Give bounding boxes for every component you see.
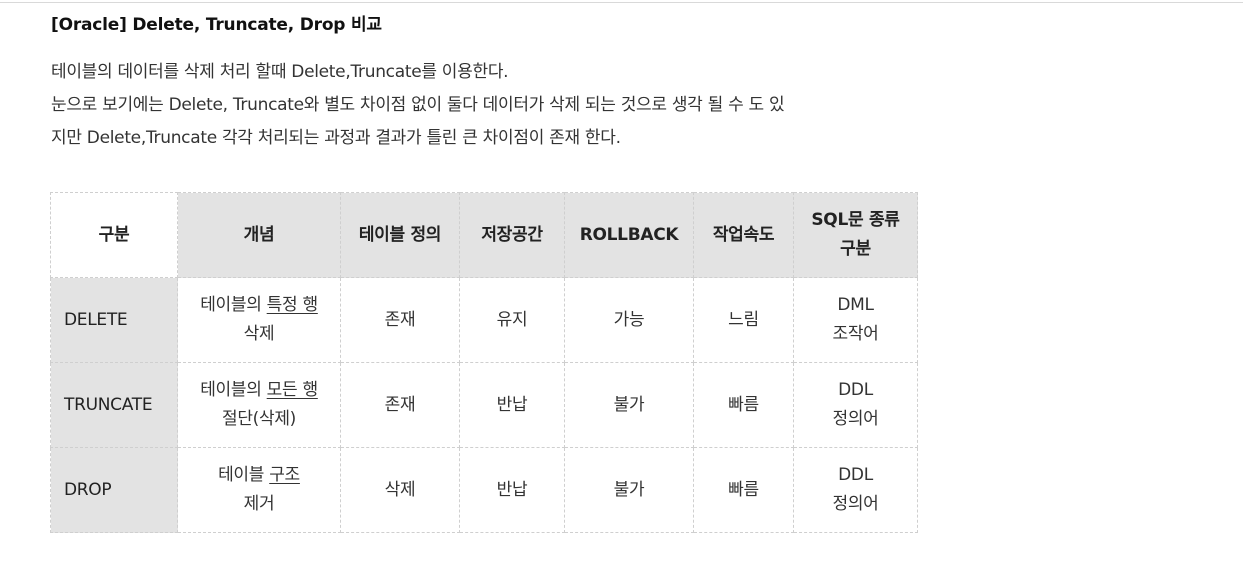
table-row: TRUNCATE 테이블의 모든 행 절단(삭제) 존재 반납 불가 빠름 DD…	[50, 362, 918, 448]
table-definition-cell: 존재	[340, 362, 460, 448]
comparison-table: 구분 개념 테이블 정의 저장공간 ROLLBACK 작업속도 SQL문 종류 …	[50, 192, 918, 533]
header-speed: 작업속도	[693, 192, 794, 278]
concept-line1: 테이블 구조	[184, 461, 334, 490]
header-storage: 저장공간	[459, 192, 565, 278]
rollback-cell: 불가	[564, 447, 694, 533]
sql-type: DML	[837, 295, 874, 315]
concept-line2: 삭제	[243, 324, 275, 344]
header-sql-type-line1: SQL문 종류	[811, 210, 900, 230]
concept-prefix: 테이블의	[200, 380, 267, 400]
sql-type-desc: 조작어	[832, 324, 879, 344]
row-name-drop: DROP	[50, 447, 178, 533]
sql-type-cell: DDL 정의어	[793, 362, 918, 448]
row-name-delete: DELETE	[50, 277, 178, 363]
sql-type-desc: 정의어	[832, 409, 879, 429]
table-row: DROP 테이블 구조 제거 삭제 반납 불가 빠름 DDL 정의어	[50, 447, 918, 533]
top-divider	[0, 2, 1243, 3]
header-rollback: ROLLBACK	[564, 192, 694, 278]
header-table-definition: 테이블 정의	[340, 192, 460, 278]
concept-cell: 테이블의 모든 행 절단(삭제)	[177, 362, 341, 448]
concept-underlined: 모든 행	[266, 380, 318, 400]
storage-cell: 반납	[459, 362, 565, 448]
header-sql-type-line2: 구분	[840, 239, 871, 259]
rollback-cell: 가능	[564, 277, 694, 363]
concept-underlined: 특정 행	[266, 295, 318, 315]
post-title: [Oracle] Delete, Truncate, Drop 비교	[51, 15, 382, 35]
header-sql-type: SQL문 종류 구분	[793, 192, 918, 278]
speed-cell: 느림	[693, 277, 794, 363]
speed-cell: 빠름	[693, 362, 794, 448]
concept-line1: 테이블의 특정 행	[184, 291, 334, 320]
speed-cell: 빠름	[693, 447, 794, 533]
sql-type-cell: DDL 정의어	[793, 447, 918, 533]
intro-paragraph: 테이블의 데이터를 삭제 처리 할때 Delete,Truncate를 이용한다…	[51, 58, 931, 157]
intro-line: 지만 Delete,Truncate 각각 처리되는 과정과 결과가 틀린 큰 …	[51, 128, 621, 148]
concept-cell: 테이블의 특정 행 삭제	[177, 277, 341, 363]
table-definition-cell: 삭제	[340, 447, 460, 533]
row-name-truncate: TRUNCATE	[50, 362, 178, 448]
intro-line: 눈으로 보기에는 Delete, Truncate와 별도 차이점 없이 둘다 …	[51, 95, 785, 115]
concept-cell: 테이블 구조 제거	[177, 447, 341, 533]
header-category: 구분	[50, 192, 178, 278]
table-definition-cell: 존재	[340, 277, 460, 363]
sql-type-desc: 정의어	[832, 494, 879, 514]
table-header-row: 구분 개념 테이블 정의 저장공간 ROLLBACK 작업속도 SQL문 종류 …	[50, 192, 918, 278]
storage-cell: 반납	[459, 447, 565, 533]
concept-line1: 테이블의 모든 행	[184, 376, 334, 405]
table-row: DELETE 테이블의 특정 행 삭제 존재 유지 가능 느림 DML 조작어	[50, 277, 918, 363]
concept-line2: 제거	[243, 494, 275, 514]
storage-cell: 유지	[459, 277, 565, 363]
concept-prefix: 테이블	[218, 465, 270, 485]
concept-line2: 절단(삭제)	[221, 409, 297, 429]
sql-type-cell: DML 조작어	[793, 277, 918, 363]
sql-type: DDL	[838, 465, 873, 485]
rollback-cell: 불가	[564, 362, 694, 448]
concept-underlined: 구조	[269, 465, 300, 485]
concept-prefix: 테이블의	[200, 295, 267, 315]
sql-type: DDL	[838, 380, 873, 400]
header-concept: 개념	[177, 192, 341, 278]
intro-line: 테이블의 데이터를 삭제 처리 할때 Delete,Truncate를 이용한다…	[51, 62, 509, 82]
